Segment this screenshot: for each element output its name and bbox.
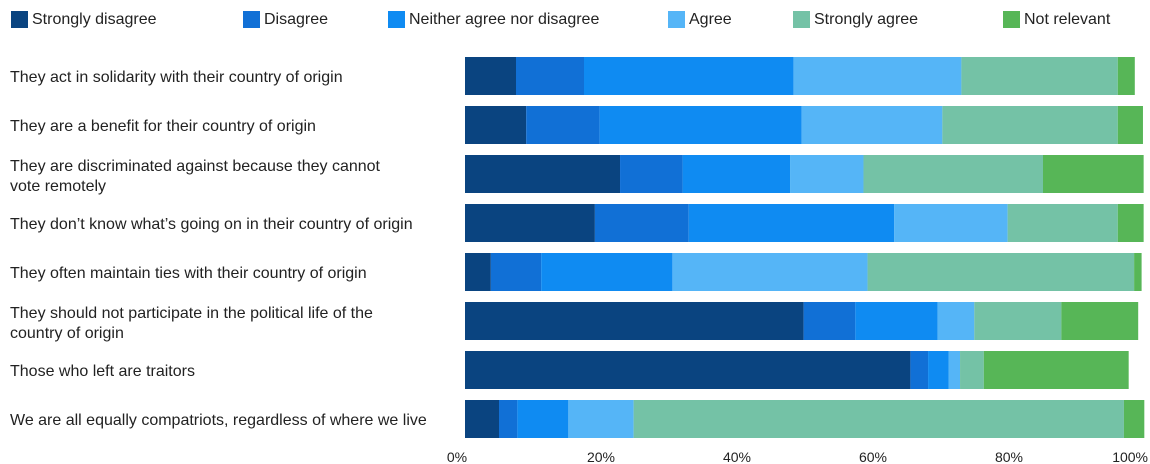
x-tick-label: 40%: [723, 449, 751, 464]
x-tick-label: 80%: [995, 449, 1023, 464]
legend-swatch: [668, 11, 685, 28]
bar-segment: [594, 204, 689, 242]
category-label: We are all equally compatriots, regardle…: [10, 412, 427, 429]
category-label: They act in solidarity with their countr…: [10, 69, 343, 86]
bar-segment: [620, 155, 683, 193]
bar-segment: [1117, 204, 1144, 242]
category-label: They should not participate in the polit…: [10, 305, 373, 342]
bar-segment: [465, 351, 911, 389]
bar-segment: [960, 351, 984, 389]
bar-segment: [983, 351, 1129, 389]
legend-label: Neither agree nor disagree: [409, 11, 600, 28]
bar-segment: [682, 155, 791, 193]
legend-label: Not relevant: [1024, 11, 1111, 28]
category-label: They often maintain ties with their coun…: [10, 265, 367, 282]
bar-segment: [863, 155, 1043, 193]
legend-label: Strongly disagree: [32, 11, 157, 28]
bar-segment: [1043, 155, 1144, 193]
bar-segment: [465, 155, 621, 193]
bar-segment: [1123, 400, 1145, 438]
bar-segment: [465, 253, 491, 291]
bar-segment: [465, 302, 804, 340]
bar-segment: [526, 106, 600, 144]
legend-item: Strongly disagree: [11, 11, 157, 28]
legend-label: Disagree: [264, 11, 329, 28]
category-label: They don’t know what’s going on in their…: [10, 216, 413, 233]
legend-swatch: [243, 11, 260, 28]
x-tick-label: 60%: [859, 449, 887, 464]
bar-segment: [974, 302, 1062, 340]
bar-segment: [855, 302, 938, 340]
bar-segment: [465, 400, 499, 438]
x-tick-label: 20%: [587, 449, 615, 464]
bar-segment: [517, 400, 569, 438]
bar-segment: [465, 204, 595, 242]
legend-swatch: [11, 11, 28, 28]
bar-segment: [465, 106, 527, 144]
legend-item: Not relevant: [1003, 11, 1110, 28]
bar-segment: [490, 253, 542, 291]
legend-label: Agree: [689, 11, 732, 28]
bar-segment: [1117, 106, 1143, 144]
bar-segment: [793, 57, 962, 95]
bar-segment: [633, 400, 1124, 438]
chart-legend: Strongly disagree Disagree Neither agree n…: [0, 0, 1150, 40]
bar-segment: [910, 351, 929, 389]
legend-swatch: [1003, 11, 1020, 28]
bar-segment: [1007, 204, 1118, 242]
bar-segment: [803, 302, 856, 340]
bar-segment: [499, 400, 518, 438]
bar-segment: [961, 57, 1118, 95]
legend-label: Strongly agree: [814, 11, 919, 28]
legend-swatch: [388, 11, 405, 28]
bar-segment: [1134, 253, 1142, 291]
bar-segment: [948, 351, 961, 389]
category-label: Those who left are traitors: [10, 363, 195, 380]
bar-segment: [942, 106, 1118, 144]
legend-swatch: [793, 11, 810, 28]
bar-segment: [1117, 57, 1135, 95]
category-label: They are a benefit for their country of …: [10, 118, 316, 135]
bar-segment: [516, 57, 584, 95]
bar-segment: [568, 400, 634, 438]
bar-segment: [867, 253, 1135, 291]
bar-segment: [688, 204, 895, 242]
legend-item: Disagree: [243, 11, 328, 28]
bar-segment: [801, 106, 943, 144]
bar-segment: [584, 57, 794, 95]
legend-item: Neither agree nor disagree: [388, 11, 599, 28]
bar-segment: [928, 351, 949, 389]
legend-item: Strongly agree: [793, 11, 918, 28]
bar-segment: [465, 57, 516, 95]
x-tick-label: 0%: [447, 449, 467, 464]
bar-segment: [790, 155, 864, 193]
legend-item: Agree: [668, 11, 732, 28]
bar-segment: [937, 302, 975, 340]
bar-segment: [672, 253, 868, 291]
x-tick-label: 100%: [1112, 449, 1148, 464]
bar-segment: [599, 106, 802, 144]
bar-segment: [541, 253, 673, 291]
category-label: They are discriminated against because t…: [10, 158, 381, 195]
bar-segment: [894, 204, 1008, 242]
bar-segment: [1061, 302, 1139, 340]
